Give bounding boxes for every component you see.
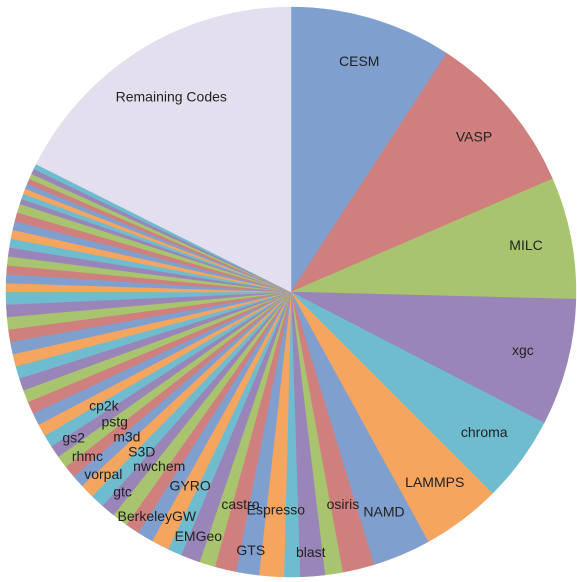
slice-label: castro: [221, 496, 259, 512]
slice-label: cp2k: [89, 397, 120, 413]
slice-label: NAMD: [363, 503, 404, 519]
pie-slice: [290, 52, 553, 293]
slice-label: GYRO: [170, 478, 211, 494]
slice-label: osiris: [327, 496, 360, 512]
slice-label: VASP: [456, 128, 492, 144]
pie-slice: [290, 6, 448, 293]
slice-label: pstg: [101, 413, 127, 429]
slice-label: nwchem: [133, 458, 185, 474]
slice-label: EMGeo: [175, 528, 223, 544]
slice-label: LAMMPS: [405, 474, 464, 490]
slice-label: GTS: [236, 542, 265, 558]
slice-label: BerkeleyGW: [118, 508, 197, 524]
slice-label: gtc: [113, 484, 132, 500]
slice-label: xgc: [512, 342, 534, 358]
slice-label: MILC: [509, 237, 542, 253]
slice-label: rhmc: [72, 448, 103, 464]
pie-slice: [290, 178, 577, 300]
slice-label: m3d: [113, 428, 140, 444]
pie-slice: [35, 6, 292, 293]
pie-slice: [290, 291, 577, 424]
slice-label: blast: [296, 544, 326, 560]
slice-label: gs2: [62, 429, 85, 445]
slice-label: Espresso: [247, 502, 306, 518]
slice-label: Remaining Codes: [116, 89, 227, 105]
slice-label: CESM: [339, 53, 379, 69]
slice-label: S3D: [128, 444, 155, 460]
slice-label: vorpal: [84, 466, 122, 482]
slice-label: chroma: [461, 424, 508, 440]
